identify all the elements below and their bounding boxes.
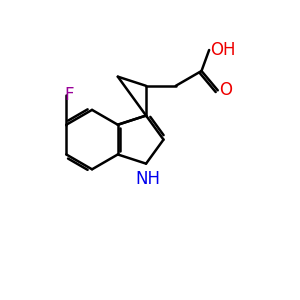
Text: NH: NH — [135, 170, 160, 188]
Text: O: O — [219, 81, 232, 99]
Text: F: F — [65, 86, 74, 104]
Text: OH: OH — [211, 41, 236, 59]
